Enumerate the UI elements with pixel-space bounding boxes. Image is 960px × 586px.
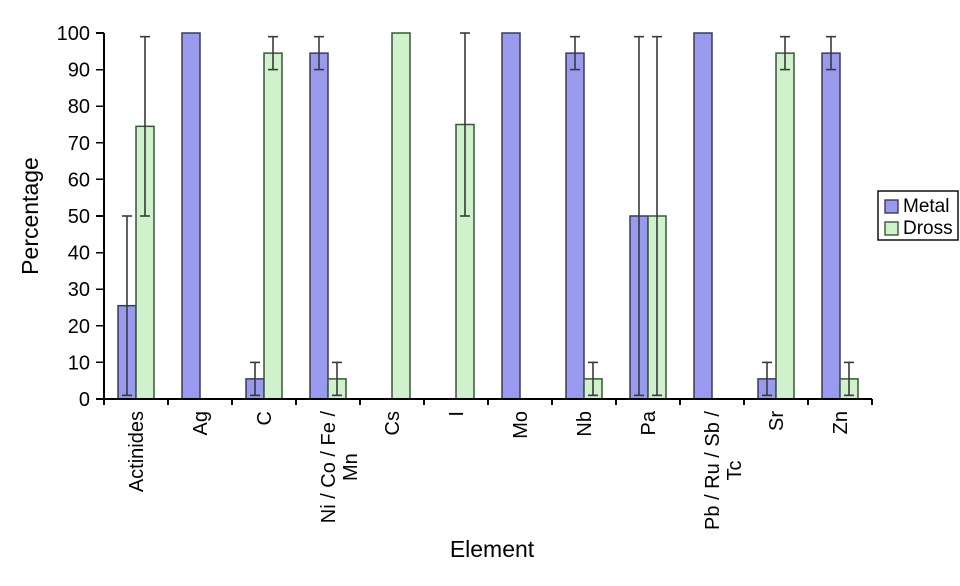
- y-tick-label: 20: [68, 316, 90, 338]
- y-ticks: 0 10 20 30 40 50 60 70 80 90 100: [57, 23, 104, 411]
- error-bar-metal-8: [634, 35, 644, 397]
- error-bar-metal-10: [762, 361, 772, 397]
- x-category-label-8: Pa: [638, 410, 660, 435]
- error-bar-dross-2: [268, 35, 278, 71]
- error-bar-metal-3: [314, 35, 324, 71]
- error-bar-dross-7: [588, 361, 598, 397]
- y-tick-label: 0: [79, 389, 90, 411]
- error-bar-dross-8: [652, 35, 662, 397]
- y-tick-label: 30: [68, 279, 90, 301]
- x-ticks: [103, 399, 873, 405]
- bar-metal-1: [181, 32, 201, 400]
- legend-label-dross: Dross: [903, 218, 953, 239]
- y-tick-label: 10: [68, 352, 90, 374]
- error-bar-metal-11: [826, 35, 836, 71]
- x-category-label-6: Mo: [510, 411, 532, 439]
- x-category-label-11: Zn: [830, 411, 852, 434]
- y-tick-label: 100: [57, 23, 90, 45]
- bar-dross-10: [775, 52, 795, 400]
- bar-metal-3: [309, 52, 329, 400]
- x-category-label-7: Nb: [574, 411, 596, 437]
- bars: [117, 32, 859, 400]
- y-tick-label: 60: [68, 169, 90, 191]
- error-bar-dross-10: [780, 35, 790, 71]
- error-bar-dross-3: [332, 361, 342, 397]
- bar-dross-4: [391, 32, 411, 400]
- error-bar-metal-2: [250, 361, 260, 397]
- x-category-label-9-line2: Tc: [724, 460, 746, 480]
- x-category-label-1: Ag: [190, 411, 212, 435]
- y-tick-label: 50: [68, 206, 90, 228]
- legend-swatch-metal: [884, 199, 899, 214]
- error-bars: [122, 32, 854, 397]
- bar-metal-11: [821, 52, 841, 400]
- y-tick-label: 70: [68, 133, 90, 155]
- error-bar-dross-5: [460, 32, 470, 217]
- x-axis-title: Element: [450, 536, 535, 562]
- legend-label-metal: Metal: [903, 196, 949, 217]
- error-bar-dross-11: [844, 361, 854, 397]
- y-axis-title: Percentage: [17, 157, 43, 275]
- bar-metal-7: [565, 52, 585, 400]
- x-category-label-5: I: [446, 411, 468, 417]
- legend-box: [877, 190, 959, 241]
- bar-metal-9: [693, 32, 713, 400]
- x-category-label-10: Sr: [766, 411, 788, 431]
- legend-swatch-dross: [884, 221, 899, 236]
- y-tick-label: 80: [68, 96, 90, 118]
- axes: [103, 33, 872, 400]
- error-bar-dross-0: [140, 35, 150, 217]
- error-bar-metal-0: [122, 215, 132, 397]
- x-category-label-3: Ni / Co / Fe /: [318, 411, 340, 524]
- x-category-labels: Actinides Ag C Ni / Co / Fe / Mn Cs I Mo Nb Pa Pb …: [126, 410, 852, 530]
- bar-dross-2: [263, 52, 283, 400]
- x-category-label-9: Pb / Ru / Sb /: [702, 411, 724, 530]
- x-category-label-4: Cs: [382, 411, 404, 435]
- x-category-label-2: C: [254, 411, 276, 425]
- x-category-label-3-line2: Mn: [340, 453, 362, 481]
- y-tick-label: 90: [68, 60, 90, 82]
- bar-metal-6: [501, 32, 521, 400]
- x-category-label-0: Actinides: [126, 411, 148, 492]
- y-tick-label: 40: [68, 243, 90, 265]
- error-bar-metal-7: [570, 35, 580, 71]
